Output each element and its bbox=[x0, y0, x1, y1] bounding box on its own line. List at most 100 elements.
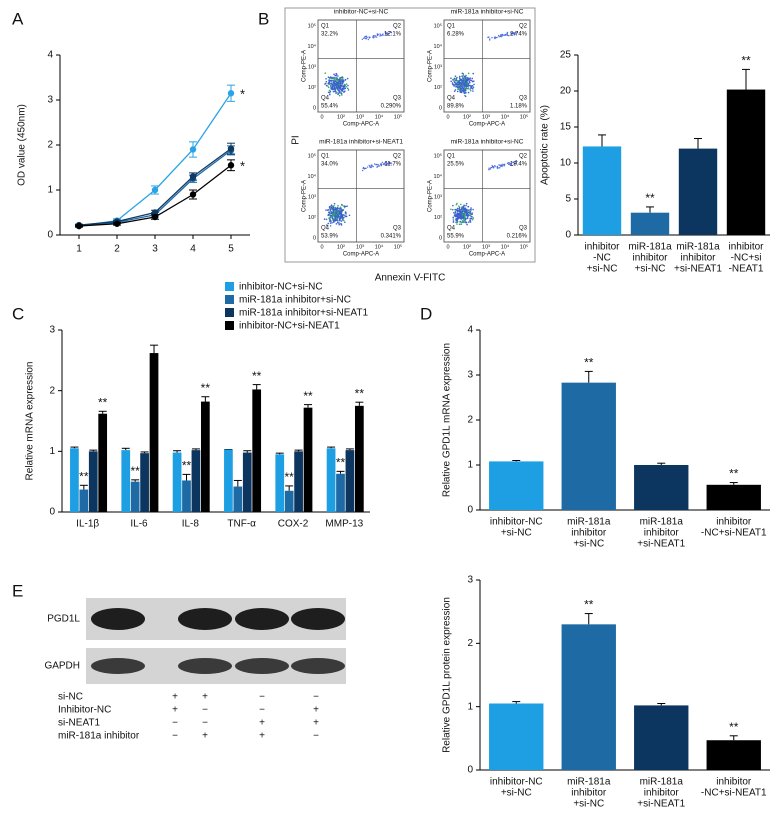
event-dot bbox=[469, 217, 471, 220]
event-dot bbox=[342, 87, 345, 90]
event-dot bbox=[456, 223, 458, 225]
event-dot bbox=[462, 216, 465, 219]
event-dot bbox=[330, 204, 333, 207]
x-tick-label: +si-NEAT1 bbox=[674, 264, 722, 275]
flow-x-tick: 10⁵ bbox=[394, 243, 402, 250]
significance: * bbox=[240, 87, 245, 102]
y-tick-label: 0 bbox=[49, 507, 55, 518]
bar bbox=[88, 451, 98, 512]
bar bbox=[242, 452, 252, 512]
event-dot bbox=[467, 82, 470, 85]
bar bbox=[98, 413, 108, 512]
y-tick-label: 3 bbox=[49, 325, 55, 336]
condition-sign: − bbox=[202, 718, 208, 729]
event-dot bbox=[508, 34, 510, 37]
flow-x-tick: 10⁵ bbox=[520, 113, 528, 120]
y-tick-label: 0 bbox=[467, 765, 473, 776]
y-tick-label: 20 bbox=[560, 86, 572, 97]
bar bbox=[224, 449, 233, 512]
event-dot bbox=[334, 213, 337, 215]
event-dot bbox=[345, 215, 348, 218]
event-dot bbox=[340, 76, 343, 79]
event-dot bbox=[370, 166, 372, 169]
event-dot bbox=[453, 78, 455, 81]
event-dot bbox=[366, 166, 369, 168]
quadrant-percent: 55.4% bbox=[321, 104, 339, 110]
event-dot bbox=[461, 87, 463, 90]
event-dot bbox=[346, 77, 349, 80]
event-dot bbox=[327, 222, 330, 225]
event-dot bbox=[457, 205, 460, 207]
y-tick-label: 2 bbox=[467, 415, 473, 426]
event-dot bbox=[334, 219, 337, 222]
flow-plot bbox=[317, 19, 405, 113]
flow-y-tick: 10⁵ bbox=[308, 22, 316, 29]
x-tick-label: -NC+si-NEAT1 bbox=[701, 788, 767, 799]
x-tick-label: inhibitor bbox=[584, 242, 620, 253]
condition-sign: + bbox=[202, 692, 208, 703]
event-dot bbox=[459, 216, 462, 218]
x-tick-label: +si-NC bbox=[501, 528, 532, 539]
flow-plot bbox=[443, 19, 531, 113]
event-dot bbox=[330, 220, 332, 222]
event-dot bbox=[458, 86, 461, 89]
event-dot bbox=[338, 83, 341, 86]
event-dot bbox=[379, 33, 381, 35]
event-dot bbox=[516, 31, 518, 34]
bar bbox=[630, 212, 670, 235]
event-dot bbox=[459, 214, 462, 217]
event-dot bbox=[345, 83, 348, 85]
event-dot bbox=[368, 164, 370, 167]
event-dot bbox=[378, 165, 381, 167]
y-tick-label: 15 bbox=[560, 122, 572, 133]
flow-y-tick: 10⁵ bbox=[434, 22, 442, 29]
flow-x-tick: 10⁵ bbox=[520, 243, 528, 250]
event-dot bbox=[376, 36, 378, 38]
event-dot bbox=[380, 164, 383, 167]
x-tick-label: 1 bbox=[76, 244, 82, 255]
event-dot bbox=[372, 165, 374, 168]
event-dot bbox=[337, 204, 339, 207]
event-dot bbox=[466, 213, 469, 216]
event-dot bbox=[389, 30, 392, 33]
event-dot bbox=[469, 220, 471, 222]
event-dot bbox=[344, 215, 347, 217]
event-dot bbox=[328, 212, 331, 215]
x-tick-label: IL-6 bbox=[130, 519, 148, 530]
bar bbox=[726, 89, 766, 235]
event-dot bbox=[462, 77, 464, 80]
x-tick-label: +si-NEAT1 bbox=[637, 799, 685, 810]
event-dot bbox=[380, 163, 383, 165]
event-dot bbox=[464, 75, 466, 78]
event-dot bbox=[471, 215, 473, 218]
bar bbox=[634, 705, 689, 770]
bar bbox=[275, 454, 285, 512]
y-tick-label: 0 bbox=[467, 505, 473, 516]
blot-band bbox=[178, 608, 232, 630]
event-dot bbox=[331, 88, 334, 91]
x-tick-label: 4 bbox=[190, 244, 196, 255]
event-dot bbox=[464, 94, 466, 97]
y-tick-label: 10 bbox=[560, 158, 572, 169]
quadrant-name: Q1 bbox=[321, 154, 330, 160]
event-dot bbox=[466, 223, 468, 226]
event-dot bbox=[452, 204, 454, 207]
event-dot bbox=[339, 219, 341, 222]
event-dot bbox=[464, 207, 467, 210]
panel-letter: B bbox=[258, 9, 269, 28]
event-dot bbox=[463, 83, 465, 86]
event-dot bbox=[472, 217, 475, 219]
x-tick-label: inhibitor bbox=[680, 253, 716, 264]
event-dot bbox=[488, 167, 490, 169]
event-dot bbox=[465, 211, 468, 214]
event-dot bbox=[464, 88, 466, 90]
quadrant-percent: 11.7% bbox=[384, 162, 401, 168]
event-dot bbox=[494, 165, 496, 167]
x-tick-label: miR-181a bbox=[640, 777, 684, 788]
y-tick-label: 4 bbox=[47, 50, 53, 61]
event-dot bbox=[469, 77, 471, 79]
significance: ** bbox=[201, 381, 211, 395]
flow-x-tick: 0 bbox=[320, 244, 323, 250]
event-dot bbox=[345, 85, 348, 88]
